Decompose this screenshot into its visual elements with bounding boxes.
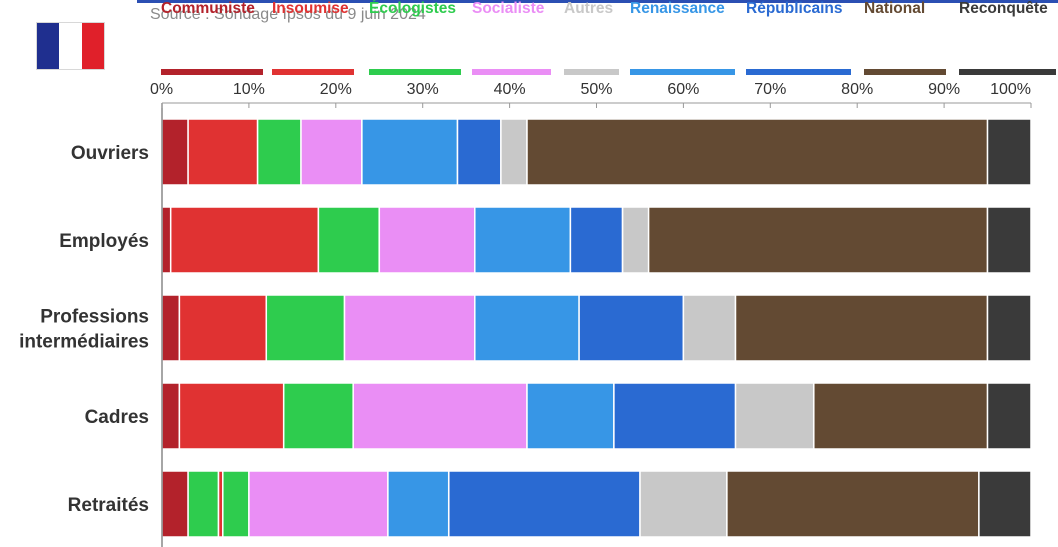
legend-swatch	[630, 69, 735, 75]
bar-segment	[734, 382, 815, 450]
legend-label: La France Insoumise	[272, 0, 349, 17]
legend-label: Reconquête	[959, 0, 1048, 17]
bar-segment	[178, 382, 285, 450]
legend-label: Les Républicains	[746, 0, 843, 17]
category-label: Professions	[40, 307, 149, 328]
bar-segment	[986, 118, 1032, 186]
bar-segment	[361, 118, 459, 186]
legend-swatch	[272, 69, 354, 75]
legend-swatch	[564, 69, 619, 75]
legend-label: Parti Socialiste	[472, 0, 545, 17]
bar-segment	[161, 118, 189, 186]
x-tick-label: 90%	[928, 81, 960, 98]
bar-segment	[169, 206, 320, 274]
flag-white-band	[59, 23, 82, 69]
x-tick-label: 40%	[494, 81, 526, 98]
legend-swatch	[161, 69, 263, 75]
top-rule	[137, 0, 1058, 3]
bar-segment	[448, 470, 641, 538]
bar-segment	[639, 470, 728, 538]
bar-segment	[248, 470, 389, 538]
bar-segment	[187, 470, 220, 538]
category-label: Employés	[59, 231, 149, 252]
category-label: Retraités	[68, 495, 149, 516]
bar-segment	[256, 118, 302, 186]
x-tick-label: 60%	[667, 81, 699, 98]
bar-segment	[613, 382, 737, 450]
x-tick-label: 10%	[233, 81, 265, 98]
bar-segment	[578, 294, 685, 362]
legend-swatch	[746, 69, 851, 75]
x-tick-label: 100%	[990, 81, 1031, 98]
legend-label: Rassemb. National	[864, 0, 926, 17]
category-label: Ouvriers	[71, 143, 149, 164]
bar-segment	[526, 118, 989, 186]
bar-segment	[474, 206, 572, 274]
x-tick-label: 0%	[150, 81, 173, 98]
bar-segment	[986, 294, 1032, 362]
bar-segment	[378, 206, 476, 274]
legend-label: Autres	[564, 0, 614, 17]
chart-subtitle: Source : Sondage Ipsos du 9 juin 2024	[150, 6, 426, 23]
bar-segment	[813, 382, 989, 450]
bar-segment	[500, 118, 528, 186]
x-tick-label: 50%	[580, 81, 612, 98]
bar-segment	[161, 294, 181, 362]
legend-label: Parti Communiste	[161, 0, 255, 17]
category-label: Cadres	[85, 407, 149, 428]
bar-segment	[456, 118, 502, 186]
bar-segment	[265, 294, 346, 362]
x-tick-label: 80%	[841, 81, 873, 98]
x-tick-label: 30%	[407, 81, 439, 98]
bar-segment	[734, 294, 989, 362]
legend-swatch	[959, 69, 1056, 75]
bar-segment	[178, 294, 268, 362]
bar-segment	[352, 382, 528, 450]
bar-segment	[726, 470, 980, 538]
x-tick-label: 70%	[754, 81, 786, 98]
bar-segment	[187, 118, 259, 186]
legend-swatch	[472, 69, 551, 75]
bar-segment	[978, 470, 1032, 538]
bar-segment	[986, 206, 1032, 274]
bar-segment	[387, 470, 450, 538]
bar-segment	[317, 206, 380, 274]
legend-label: Renaissance	[630, 0, 725, 17]
bar-segment	[526, 382, 615, 450]
flag-blue-band	[37, 23, 60, 69]
bar-segment	[474, 294, 580, 362]
france-flag-icon	[37, 23, 104, 69]
bar-segment	[161, 470, 189, 538]
category-label: intermédiaires	[19, 332, 149, 353]
bar-segment	[621, 206, 650, 274]
bar-segment	[986, 382, 1032, 450]
x-tick-label: 20%	[320, 81, 352, 98]
bar-segment	[161, 382, 181, 450]
bar-segment	[300, 118, 363, 186]
flag-red-band	[81, 23, 104, 69]
legend-swatch	[369, 69, 461, 75]
bar-segment	[682, 294, 737, 362]
bar-segment	[222, 470, 250, 538]
bar-segment	[569, 206, 624, 274]
legend-swatch	[864, 69, 946, 75]
legend-label: Les Écologistes	[369, 0, 456, 17]
bar-segment	[343, 294, 476, 362]
bar-segment	[161, 206, 172, 274]
legend: Parti Communiste La France Insoumise Les…	[0, 0, 1058, 80]
bar-segment	[282, 382, 354, 450]
bar-segment	[647, 206, 989, 274]
